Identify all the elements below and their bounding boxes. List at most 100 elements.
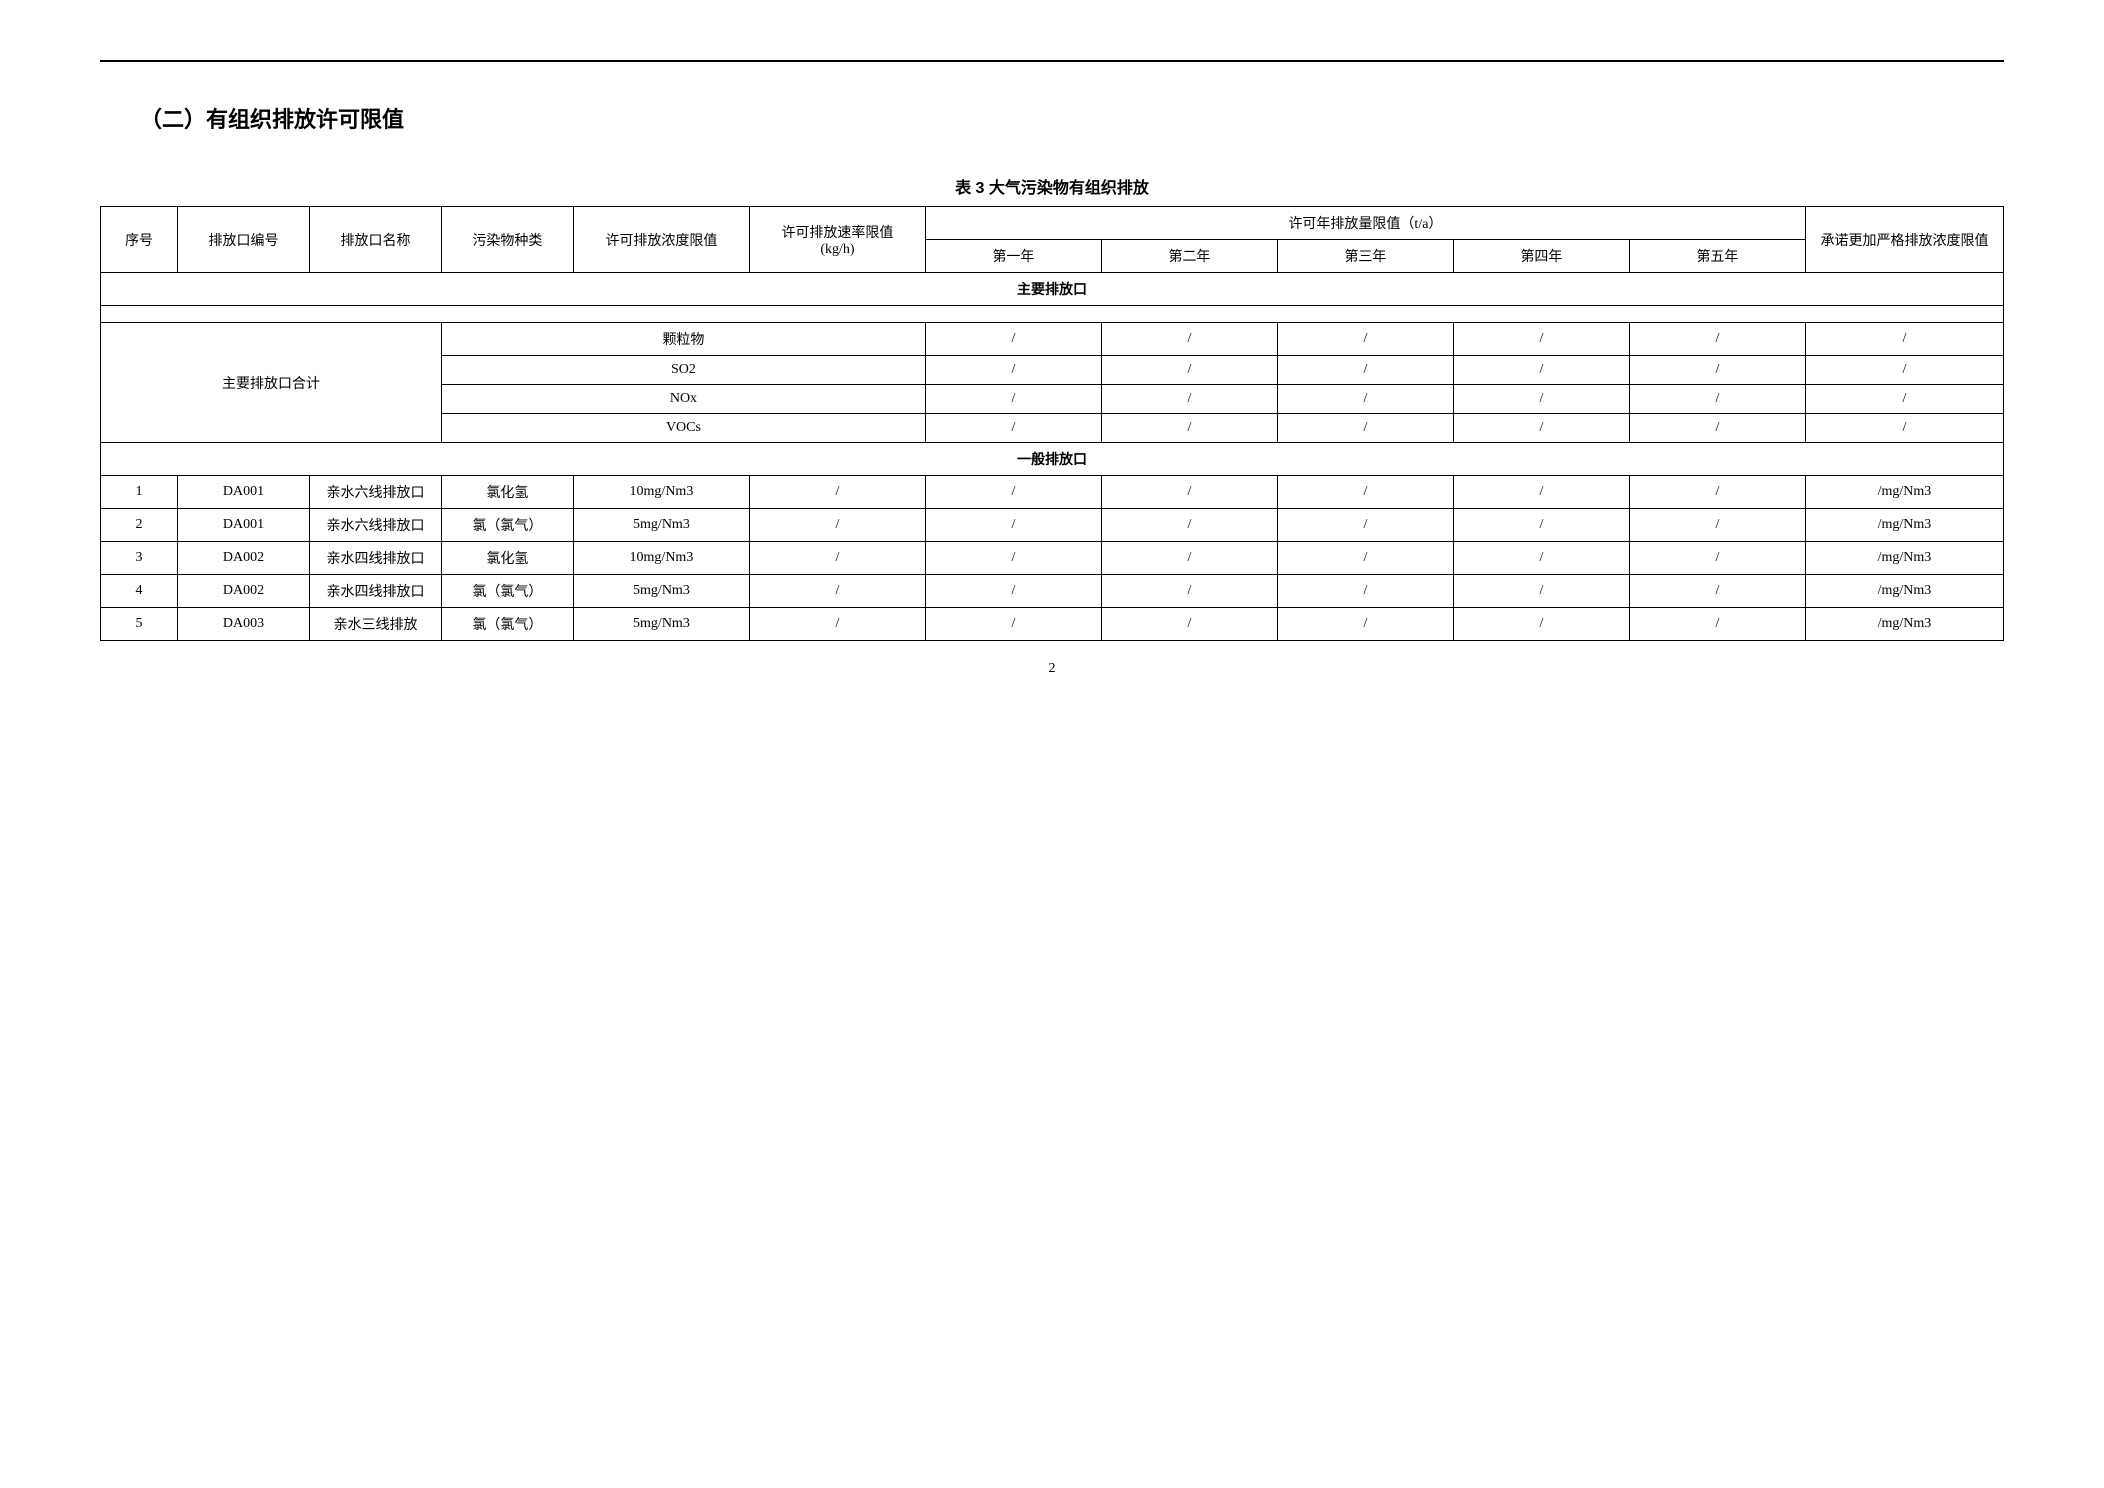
th-rate-bot: (kg/h) [820,242,854,257]
page-number: 2 [100,661,2004,677]
main-y2: / [1101,414,1277,443]
main-pollutant: NOx [441,385,925,414]
gen-conc: 5mg/Nm3 [573,509,749,542]
main-y3: / [1277,414,1453,443]
th-y1: 第一年 [925,240,1101,273]
top-horizontal-rule [100,60,2004,62]
gen-pollutant: 氯（氯气） [441,509,573,542]
th-out-code: 排放口编号 [177,207,309,273]
gen-y1: / [925,575,1101,608]
gen-rate: / [749,509,925,542]
th-y5: 第五年 [1629,240,1805,273]
th-conc-limit: 许可排放浓度限值 [573,207,749,273]
main-y5: / [1629,356,1805,385]
main-y4: / [1453,323,1629,356]
gen-name: 亲水三线排放 [309,608,441,641]
gen-y1: / [925,476,1101,509]
main-y1: / [925,414,1101,443]
gen-y2: / [1101,509,1277,542]
gen-pollutant: 氯化氢 [441,476,573,509]
gen-code: DA001 [177,476,309,509]
main-pollutant: SO2 [441,356,925,385]
table-row: 5DA003亲水三线排放氯（氯气）5mg/Nm3///////mg/Nm3 [101,608,2004,641]
main-y3: / [1277,385,1453,414]
main-y5: / [1629,323,1805,356]
gen-pollutant: 氯（氯气） [441,608,573,641]
main-strict: / [1805,414,2003,443]
gen-y5: / [1629,542,1805,575]
table-row: 一般排放口 [101,443,2004,476]
gen-name: 亲水六线排放口 [309,476,441,509]
main-total-label: 主要排放口合计 [101,323,442,443]
gen-y4: / [1453,509,1629,542]
gen-seq: 4 [101,575,178,608]
gen-y4: / [1453,476,1629,509]
gen-name: 亲水四线排放口 [309,542,441,575]
th-pollutant: 污染物种类 [441,207,573,273]
th-rate-top: 许可排放速率限值 [781,226,893,241]
main-y3: / [1277,356,1453,385]
gen-conc: 10mg/Nm3 [573,542,749,575]
gen-y5: / [1629,608,1805,641]
table-row: 2DA001亲水六线排放口氯（氯气）5mg/Nm3///////mg/Nm3 [101,509,2004,542]
gen-conc: 5mg/Nm3 [573,608,749,641]
section-title: （二）有组织排放许可限值 [140,102,2004,134]
gen-code: DA001 [177,509,309,542]
main-y5: / [1629,414,1805,443]
gen-y3: / [1277,509,1453,542]
table-row: 3DA002亲水四线排放口氯化氢10mg/Nm3///////mg/Nm3 [101,542,2004,575]
gen-name: 亲水六线排放口 [309,509,441,542]
gen-y1: / [925,608,1101,641]
gen-y5: / [1629,575,1805,608]
gen-y2: / [1101,608,1277,641]
gen-rate: / [749,575,925,608]
blank-row-cell [101,306,2004,323]
gen-pollutant: 氯（氯气） [441,575,573,608]
gen-code: DA002 [177,542,309,575]
main-y4: / [1453,356,1629,385]
section-general-header: 一般排放口 [101,443,2004,476]
gen-y1: / [925,509,1101,542]
th-y3: 第三年 [1277,240,1453,273]
gen-y4: / [1453,542,1629,575]
main-y2: / [1101,385,1277,414]
gen-strict: /mg/Nm3 [1805,542,2003,575]
gen-y1: / [925,542,1101,575]
th-seq: 序号 [101,207,178,273]
gen-seq: 5 [101,608,178,641]
gen-conc: 10mg/Nm3 [573,476,749,509]
gen-y3: / [1277,542,1453,575]
gen-strict: /mg/Nm3 [1805,476,2003,509]
gen-seq: 3 [101,542,178,575]
gen-seq: 1 [101,476,178,509]
gen-y2: / [1101,542,1277,575]
gen-code: DA002 [177,575,309,608]
gen-y4: / [1453,575,1629,608]
gen-name: 亲水四线排放口 [309,575,441,608]
gen-strict: /mg/Nm3 [1805,509,2003,542]
gen-y3: / [1277,608,1453,641]
main-y2: / [1101,323,1277,356]
main-y4: / [1453,385,1629,414]
emission-table: 序号 排放口编号 排放口名称 污染物种类 许可排放浓度限值 许可排放速率限值 (… [100,206,2004,641]
gen-y3: / [1277,476,1453,509]
th-annual: 许可年排放量限值（t/a） [925,207,1805,240]
gen-y4: / [1453,608,1629,641]
gen-rate: / [749,476,925,509]
section-main-header: 主要排放口 [101,273,2004,306]
gen-y5: / [1629,476,1805,509]
th-y2: 第二年 [1101,240,1277,273]
gen-y2: / [1101,476,1277,509]
main-y5: / [1629,385,1805,414]
gen-strict: /mg/Nm3 [1805,608,2003,641]
main-y4: / [1453,414,1629,443]
gen-strict: /mg/Nm3 [1805,575,2003,608]
th-out-name: 排放口名称 [309,207,441,273]
gen-y2: / [1101,575,1277,608]
gen-pollutant: 氯化氢 [441,542,573,575]
gen-rate: / [749,608,925,641]
gen-rate: / [749,542,925,575]
th-rate-limit: 许可排放速率限值 (kg/h) [749,207,925,273]
table-row: 4DA002亲水四线排放口氯（氯气）5mg/Nm3///////mg/Nm3 [101,575,2004,608]
main-strict: / [1805,323,2003,356]
